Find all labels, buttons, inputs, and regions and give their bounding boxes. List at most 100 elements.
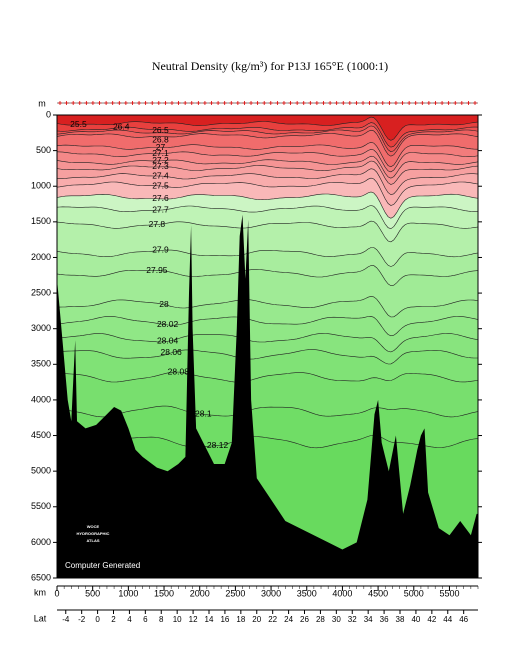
x-tick-label: 1000: [118, 588, 138, 598]
station-marker: [446, 101, 451, 105]
x-axis-label: km: [34, 587, 46, 597]
station-marker: [110, 101, 115, 105]
contour-line: [57, 191, 478, 219]
station-marker: [242, 101, 247, 105]
station-marker: [249, 101, 254, 105]
station-marker: [143, 101, 148, 105]
station-marker: [354, 101, 359, 105]
contour-label: 27.5: [152, 180, 169, 190]
contour-label: 26.8: [152, 135, 169, 145]
contour-label: 27.95: [146, 265, 168, 275]
station-marker: [400, 101, 405, 105]
station-marker: [321, 101, 326, 105]
y-tick-label: 500: [36, 145, 51, 155]
station-marker: [71, 101, 76, 105]
y-tick-label: 2500: [31, 287, 51, 297]
contour-label: 26.4: [113, 122, 130, 132]
note: Computer Generated: [65, 561, 140, 570]
x-tick-label: 2000: [190, 588, 210, 598]
x-tick-label: 500: [85, 588, 100, 598]
lat-tick-label: 38: [396, 615, 405, 624]
chart-title: Neutral Density (kg/m³) for P13J 165°E (…: [152, 59, 388, 73]
station-marker: [235, 101, 240, 105]
station-marker: [459, 101, 464, 105]
contour-label: 28.02: [157, 319, 179, 329]
lat-tick-label: 26: [300, 615, 309, 624]
station-marker: [347, 101, 352, 105]
lat-tick-label: -2: [78, 615, 86, 624]
station-marker: [328, 101, 333, 105]
contour-line: [57, 405, 478, 418]
contour-label: 27.2: [152, 155, 169, 165]
y-tick-label: 6000: [31, 537, 51, 547]
station-marker: [255, 101, 260, 105]
station-marker: [314, 101, 319, 105]
contour-label: 27.3: [152, 161, 169, 171]
y-tick-label: 5500: [31, 501, 51, 511]
lat-tick-label: 16: [220, 615, 229, 624]
frame: [56, 114, 479, 579]
station-marker: [156, 101, 161, 105]
station-marker: [295, 101, 300, 105]
station-marker: [387, 101, 392, 105]
contour-line: [57, 205, 478, 230]
contour-label: 28.1: [195, 409, 212, 419]
lat-tick-label: 28: [316, 615, 325, 624]
contour-label: 27.1: [152, 148, 169, 158]
station-marker: [104, 101, 109, 105]
lat-tick-label: 44: [443, 615, 452, 624]
lat-tick-label: 46: [459, 615, 468, 624]
station-marker: [176, 101, 181, 105]
station-marker: [150, 101, 155, 105]
lat-tick-label: -4: [62, 615, 70, 624]
y-axis-label: m: [38, 98, 46, 108]
contour-line: [57, 265, 478, 287]
lat-tick-label: 12: [189, 615, 198, 624]
station-marker: [374, 101, 379, 105]
station-marker: [466, 101, 471, 105]
lat-tick-label: 40: [411, 615, 420, 624]
contour-line: [57, 247, 478, 267]
station-marker: [97, 101, 102, 105]
contour-label: 26.5: [152, 125, 169, 135]
contour-label: 28.12: [207, 440, 229, 450]
contour-label: 25.5: [70, 119, 87, 129]
contour-line: [57, 333, 478, 353]
lat-tick-label: 30: [332, 615, 341, 624]
y-tick-label: 2000: [31, 252, 51, 262]
y-tick-label: 5000: [31, 466, 51, 476]
logo-text: HYDROGRAPHIC: [77, 531, 110, 536]
logo-text: WOCE: [87, 524, 100, 529]
contour-line: [57, 148, 478, 173]
lat-tick-label: 8: [159, 615, 164, 624]
contour-line: [57, 125, 478, 153]
station-marker: [380, 101, 385, 105]
lat-tick-label: 14: [205, 615, 214, 624]
station-marker: [262, 101, 267, 105]
contour-line: [57, 371, 478, 383]
station-marker: [189, 101, 194, 105]
station-marker: [367, 101, 372, 105]
contour-line: [57, 155, 478, 179]
contour-label: 28.06: [161, 347, 183, 357]
y-tick-label: 3500: [31, 359, 51, 369]
contour-line: [57, 220, 478, 243]
station-marker: [268, 101, 273, 105]
station-marker: [288, 101, 293, 105]
contour-label: 27.9: [152, 245, 169, 255]
station-marker: [413, 101, 418, 105]
lat-tick-label: 24: [284, 615, 293, 624]
lat-tick-label: 36: [380, 615, 389, 624]
contour-label: 27: [156, 142, 166, 152]
x-tick-label: 2500: [225, 588, 245, 598]
contour-line: [57, 168, 478, 196]
x-tick-label: 5500: [439, 588, 459, 598]
station-marker: [209, 101, 214, 105]
x-tick-label: 5000: [404, 588, 424, 598]
y-tick-label: 6500: [31, 572, 51, 582]
station-marker: [77, 101, 82, 105]
contour-line: [57, 315, 478, 337]
x-tick-label: 0: [54, 588, 59, 598]
